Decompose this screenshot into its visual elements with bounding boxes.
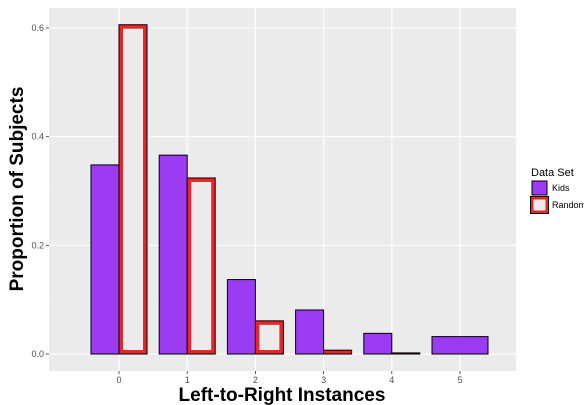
legend-swatch-random-border bbox=[530, 196, 549, 214]
bar-random-inner bbox=[259, 324, 280, 350]
bar-random-inner bbox=[123, 28, 143, 351]
y-axis-ticks: 0.0 0.2 0.4 0.6 bbox=[31, 23, 49, 359]
bar-kids bbox=[295, 309, 325, 355]
x-tick-label: 4 bbox=[389, 375, 394, 385]
y-tick-label: 0.4 bbox=[31, 132, 44, 142]
bar-kids bbox=[431, 336, 489, 355]
x-tick-label: 0 bbox=[116, 375, 121, 385]
x-axis-ticks: 0 1 2 3 4 5 bbox=[116, 371, 463, 385]
legend-swatch-random bbox=[530, 196, 549, 214]
x-tick-label: 2 bbox=[253, 375, 258, 385]
bar-kids bbox=[90, 164, 120, 355]
y-tick-label: 0.6 bbox=[31, 23, 44, 33]
bar-kids bbox=[158, 154, 188, 355]
bar-kids bbox=[226, 279, 256, 355]
legend-swatch-kids bbox=[531, 180, 548, 196]
bars bbox=[90, 24, 489, 355]
y-tick-label: 0.0 bbox=[31, 349, 44, 359]
x-tick-label: 1 bbox=[185, 375, 190, 385]
legend-title: Data Set bbox=[531, 167, 574, 179]
legend-label-random: Random bbox=[552, 200, 584, 210]
x-tick-label: 3 bbox=[321, 375, 326, 385]
x-axis-title: Left-to-Right Instances bbox=[179, 385, 386, 405]
bar-random-inner bbox=[191, 181, 212, 350]
bar-random bbox=[323, 349, 353, 355]
y-tick-label: 0.2 bbox=[31, 240, 44, 250]
bar-kids bbox=[363, 332, 393, 355]
y-axis-title: Proportion of Subjects bbox=[7, 87, 28, 292]
x-tick-label: 5 bbox=[457, 375, 462, 385]
legend: Data Set Kids Random bbox=[530, 167, 584, 214]
bar-random bbox=[391, 352, 421, 355]
legend-label-kids: Kids bbox=[552, 183, 570, 193]
